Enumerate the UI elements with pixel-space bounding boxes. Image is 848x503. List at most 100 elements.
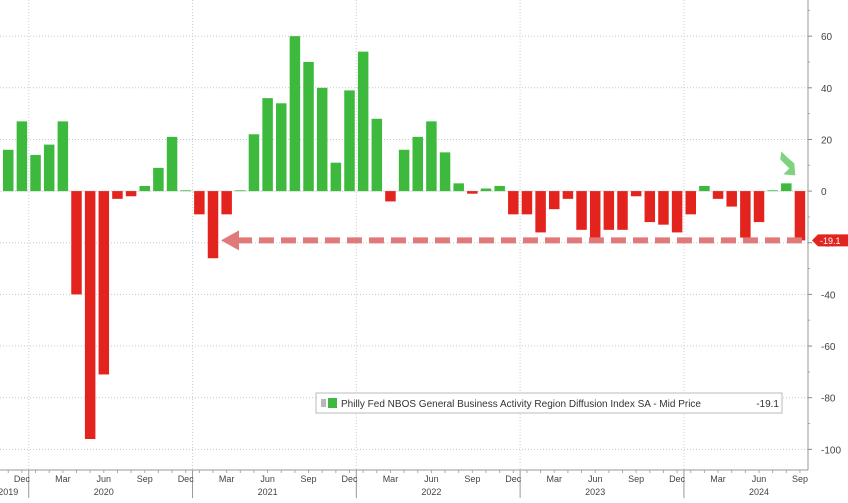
- bar: [30, 154, 41, 192]
- y-tick-label: -60: [821, 342, 836, 353]
- y-tick-label: -80: [821, 394, 836, 405]
- bar: [125, 191, 137, 197]
- bar: [235, 190, 246, 192]
- x-year-label: 2023: [585, 487, 605, 497]
- bar: [753, 191, 765, 223]
- bar: [357, 51, 369, 192]
- bar: [589, 191, 601, 238]
- x-month-label: Mar: [547, 474, 563, 484]
- x-month-label: Sep: [464, 474, 480, 484]
- bar: [385, 191, 396, 202]
- x-month-label: Dec: [178, 474, 195, 484]
- x-month-label: Mar: [219, 474, 235, 484]
- bar: [207, 191, 219, 259]
- highlight-arrow: [780, 151, 796, 176]
- bar: [439, 152, 451, 192]
- bar: [494, 185, 505, 192]
- bar: [426, 121, 437, 192]
- bar: [535, 191, 546, 233]
- bar: [303, 61, 314, 192]
- bar: [71, 191, 82, 295]
- bar: [276, 103, 287, 192]
- y-tick-label: -40: [821, 290, 836, 301]
- y-tick-label: 40: [821, 84, 833, 95]
- legend-layer: Philly Fed NBOS General Business Activit…: [315, 392, 783, 414]
- bar: [139, 185, 150, 192]
- bar: [617, 191, 628, 230]
- x-month-label: Jun: [424, 474, 439, 484]
- x-month-label: Jun: [752, 474, 767, 484]
- bar: [480, 188, 492, 192]
- x-year-label: 2021: [258, 487, 278, 497]
- bars-layer: [3, 36, 806, 440]
- bar: [194, 191, 205, 215]
- bar: [153, 167, 164, 192]
- bar: [371, 118, 383, 192]
- x-month-label: Mar: [710, 474, 726, 484]
- x-month-label: Dec: [669, 474, 686, 484]
- bar: [43, 144, 55, 192]
- bar: [794, 191, 806, 241]
- x-month-label: Sep: [137, 474, 153, 484]
- bar: [658, 191, 669, 225]
- bar: [644, 191, 656, 223]
- bar: [781, 183, 792, 192]
- x-month-label: Dec: [14, 474, 31, 484]
- x-month-label: Jun: [588, 474, 603, 484]
- bar: [248, 134, 260, 192]
- bar: [671, 191, 683, 233]
- legend-swatch-gray: [321, 399, 326, 407]
- x-year-label: 2020: [94, 487, 114, 497]
- bar: [316, 87, 328, 192]
- legend-swatch-green: [328, 398, 337, 408]
- bar: [699, 185, 710, 192]
- y-tick-label: 0: [821, 187, 827, 198]
- legend-value: -19.1: [756, 399, 779, 410]
- bar: [712, 191, 724, 199]
- bar: [521, 191, 533, 215]
- bar: [112, 191, 123, 199]
- x-month-label: Jun: [260, 474, 275, 484]
- bar: [453, 183, 464, 192]
- bar: [180, 190, 191, 192]
- bar: [84, 191, 96, 440]
- bar: [726, 191, 737, 207]
- bar: [398, 149, 410, 192]
- x-year-label: 2019: [0, 487, 18, 497]
- last-value-label: -19.1: [820, 236, 841, 246]
- bar: [576, 191, 587, 230]
- bar: [16, 121, 28, 192]
- x-year-label: 2024: [749, 487, 769, 497]
- x-month-label: Sep: [792, 474, 808, 484]
- bar: [98, 191, 110, 375]
- x-month-label: Dec: [505, 474, 522, 484]
- bar: [166, 136, 178, 192]
- bar: [603, 191, 615, 230]
- x-month-label: Sep: [301, 474, 317, 484]
- y-tick-label: -100: [821, 445, 841, 456]
- bar: [467, 191, 478, 194]
- bar: [412, 136, 423, 192]
- y-tick-label: 20: [821, 135, 833, 146]
- x-month-label: Sep: [628, 474, 644, 484]
- bar: [262, 98, 273, 192]
- bar: [740, 191, 751, 238]
- x-month-label: Mar: [383, 474, 399, 484]
- annotation-layer: [221, 151, 802, 251]
- legend-label: Philly Fed NBOS General Business Activit…: [341, 399, 701, 410]
- bar: [330, 162, 342, 192]
- y-tick-label: 60: [821, 32, 833, 43]
- bar: [630, 191, 642, 197]
- x-month-label: Dec: [341, 474, 358, 484]
- bar: [221, 191, 232, 215]
- last-value-tag: [812, 234, 848, 247]
- bar: [344, 90, 355, 192]
- bar: [549, 191, 560, 210]
- bar: [562, 191, 574, 199]
- bar: [685, 191, 696, 215]
- bar: [3, 149, 14, 192]
- legend-box: [315, 392, 783, 414]
